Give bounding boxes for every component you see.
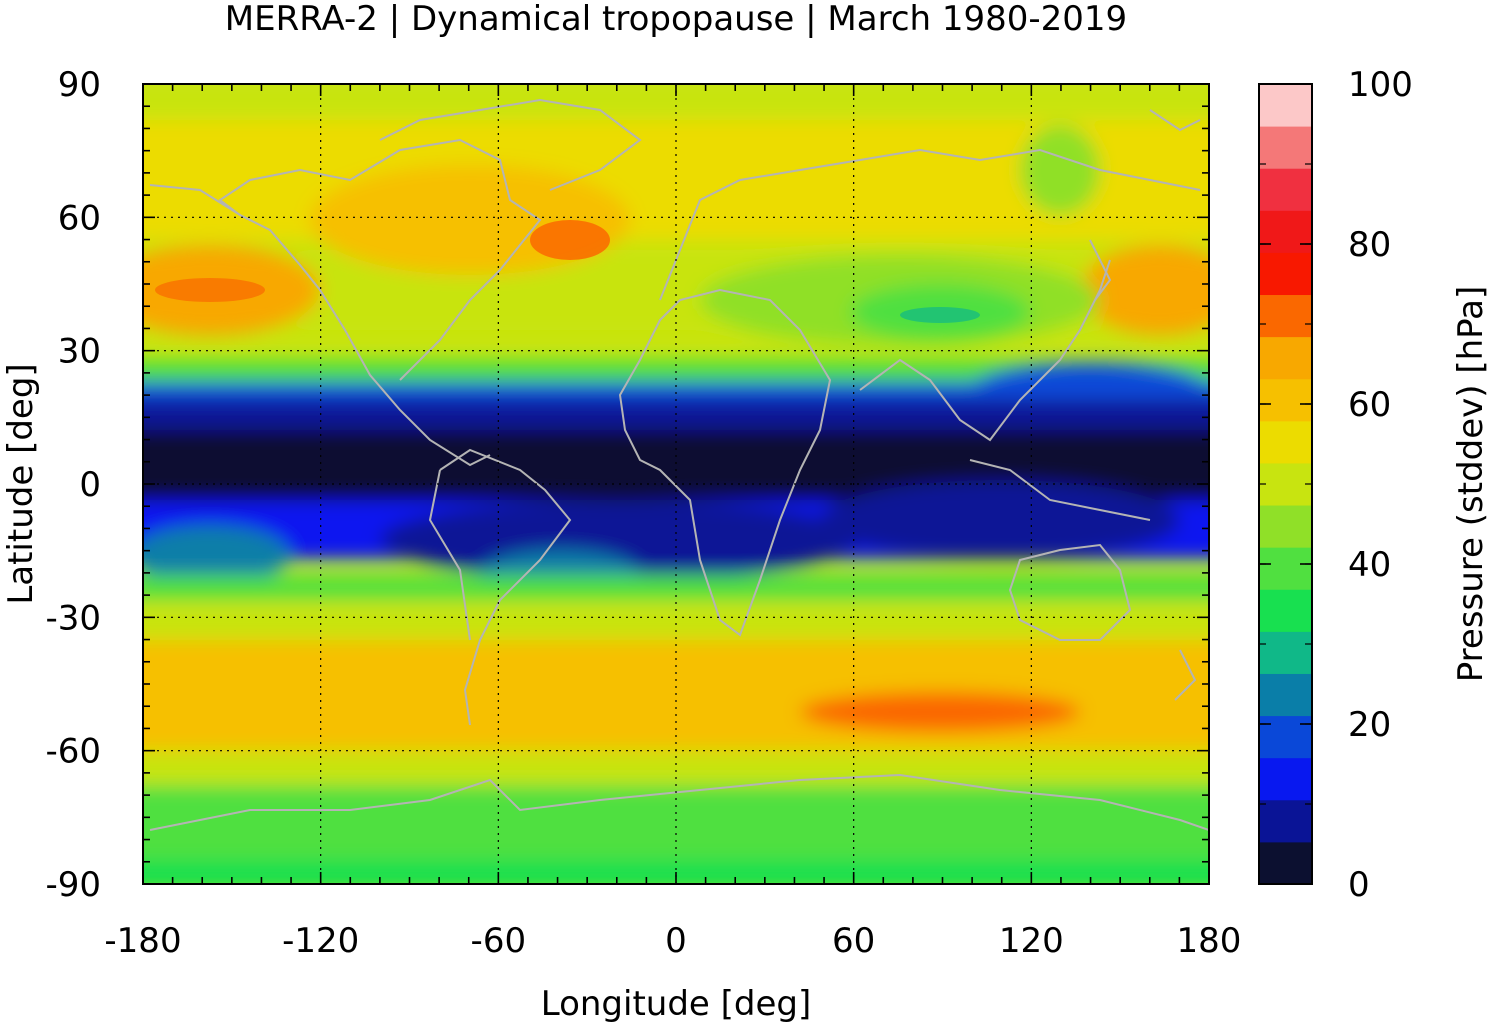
colorbar-swatch xyxy=(1259,589,1312,632)
colorbar-swatch xyxy=(1259,757,1312,801)
map-minor-ticks xyxy=(142,83,1210,885)
colorbar-label: Pressure (stddev) [hPa] xyxy=(1451,286,1491,682)
colorbar-swatch xyxy=(1259,336,1312,380)
colorbar-swatch xyxy=(1259,294,1312,338)
x-tick-label: 60 xyxy=(832,921,875,961)
colorbar-ticks: 100 80 60 40 20 0 xyxy=(1259,65,1413,905)
colorbar-tick-label: 100 xyxy=(1348,65,1413,105)
colorbar-swatch xyxy=(1259,378,1312,422)
colorbar-swatch xyxy=(1259,505,1312,548)
y-tick-label: 0 xyxy=(79,465,101,505)
colorbar-swatch xyxy=(1259,631,1312,674)
y-tick-label: 60 xyxy=(58,198,101,238)
colorbar-swatch xyxy=(1259,252,1312,296)
colorbar-tick-label: 40 xyxy=(1348,545,1391,585)
colorbar-swatch xyxy=(1259,547,1312,590)
x-axis-label: Longitude [deg] xyxy=(541,984,812,1024)
y-axis-label: Latitude [deg] xyxy=(1,363,41,604)
colorbar-swatch xyxy=(1259,462,1312,506)
colorbar-swatch xyxy=(1259,841,1312,885)
figure-title: MERRA-2 | Dynamical tropopause | March 1… xyxy=(225,0,1127,39)
y-tick-label: 30 xyxy=(58,332,101,372)
colorbar-swatch xyxy=(1259,84,1312,127)
colorbar-swatch xyxy=(1259,673,1312,717)
coastline-layer xyxy=(149,98,1209,831)
x-tick-label: 120 xyxy=(999,921,1064,961)
colorbar-tick-label: 0 xyxy=(1348,865,1370,905)
y-tick-label: -60 xyxy=(45,732,101,772)
map-plot-area xyxy=(143,84,1209,884)
colorbar-swatch xyxy=(1259,799,1312,843)
colorbar-tick-label: 60 xyxy=(1348,385,1391,425)
y-tick-label: -90 xyxy=(45,865,101,905)
colorbar-swatch xyxy=(1259,168,1312,211)
x-tick-label: 0 xyxy=(665,921,687,961)
map-gridlines xyxy=(143,84,1209,884)
x-tick-label: -120 xyxy=(282,921,359,961)
x-tick-label: 180 xyxy=(1177,921,1242,961)
colorbar-swatch xyxy=(1259,715,1312,759)
colorbar-swatch xyxy=(1259,420,1312,464)
colorbar-tick-label: 80 xyxy=(1348,225,1391,265)
y-tick-label: 90 xyxy=(58,65,101,105)
y-axis-ticks: 90 60 30 0 -30 -60 -90 xyxy=(45,65,101,905)
y-tick-label: -30 xyxy=(45,598,101,638)
x-axis-ticks: -180 -120 -60 0 60 120 180 xyxy=(104,921,1241,961)
colorbar-swatch xyxy=(1259,126,1312,169)
x-tick-label: -180 xyxy=(104,921,181,961)
colorbar xyxy=(1259,84,1312,885)
colorbar-tick-label: 20 xyxy=(1348,705,1391,745)
colorbar-swatch xyxy=(1259,210,1312,253)
x-tick-label: -60 xyxy=(471,921,527,961)
